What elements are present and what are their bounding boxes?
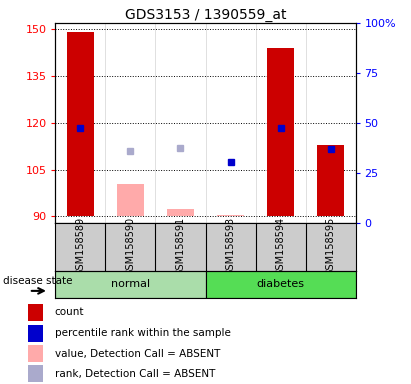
Bar bbox=[267, 48, 294, 217]
Text: GSM158591: GSM158591 bbox=[175, 217, 185, 276]
Bar bbox=[55, 271, 206, 298]
Text: GSM158589: GSM158589 bbox=[76, 217, 85, 276]
Bar bbox=[217, 215, 244, 217]
Text: count: count bbox=[55, 307, 84, 317]
Bar bbox=[167, 209, 194, 217]
Bar bbox=[317, 145, 344, 217]
Text: percentile rank within the sample: percentile rank within the sample bbox=[55, 328, 231, 338]
Bar bbox=[28, 304, 43, 321]
Text: GSM158595: GSM158595 bbox=[326, 217, 335, 276]
Text: disease state: disease state bbox=[3, 276, 72, 286]
Bar bbox=[28, 325, 43, 342]
Title: GDS3153 / 1390559_at: GDS3153 / 1390559_at bbox=[125, 8, 286, 22]
Text: value, Detection Call = ABSENT: value, Detection Call = ABSENT bbox=[55, 349, 220, 359]
Text: diabetes: diabetes bbox=[256, 279, 305, 289]
Bar bbox=[67, 32, 94, 217]
Bar bbox=[117, 184, 144, 217]
Bar bbox=[206, 271, 356, 298]
Text: rank, Detection Call = ABSENT: rank, Detection Call = ABSENT bbox=[55, 369, 215, 379]
Bar bbox=[28, 345, 43, 362]
Text: GSM158594: GSM158594 bbox=[275, 217, 286, 276]
Text: normal: normal bbox=[111, 279, 150, 289]
Text: GSM158593: GSM158593 bbox=[226, 217, 236, 276]
Bar bbox=[28, 366, 43, 382]
Text: GSM158590: GSM158590 bbox=[125, 217, 136, 276]
